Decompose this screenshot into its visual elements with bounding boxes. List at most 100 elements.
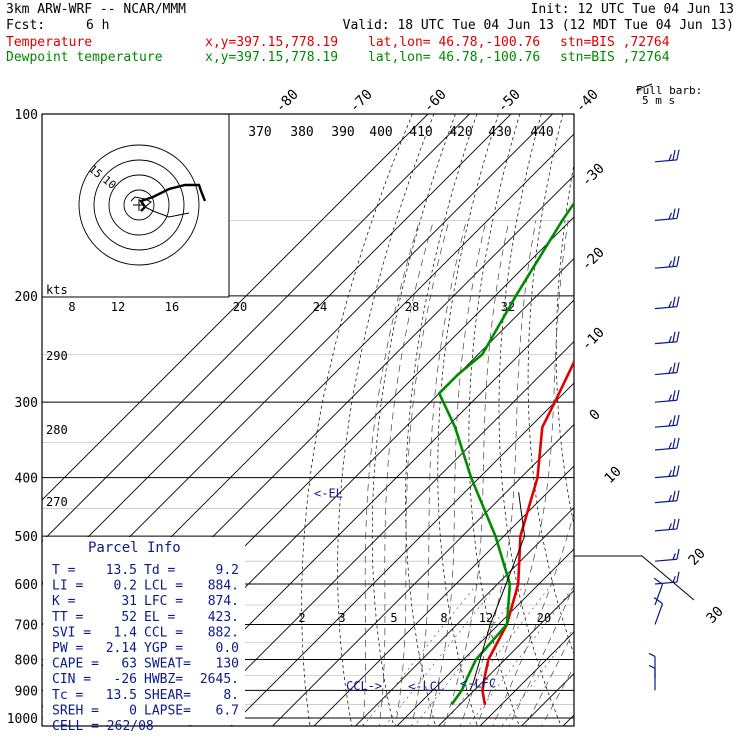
parcel-info-key: CAPE = (52, 657, 99, 672)
wind-barb-flag (672, 149, 676, 161)
pressure-label: 700 (15, 618, 38, 633)
barb-legend-unit: 5 m s (642, 94, 675, 107)
wind-barb-shaft (654, 603, 664, 625)
moist-adiabat (411, 220, 467, 726)
theta-label: 430 (488, 125, 511, 140)
wind-barb-flag (648, 652, 656, 657)
parcel-info-key: CCL = (144, 625, 183, 640)
dry-adiabat (498, 114, 562, 726)
parcel-info-value: 423. (208, 610, 239, 625)
isotherm-label: 20 (686, 546, 709, 569)
wind-barb-flag (676, 548, 680, 560)
parcel-info-value: 2.14 (106, 641, 137, 656)
dewpoint-legend-name: Dewpoint temperature (6, 50, 163, 65)
isotherm (42, 114, 512, 584)
theta-label: 400 (369, 125, 392, 140)
temperature-legend-name: Temperature (6, 35, 93, 50)
wind-barb-shaft (654, 306, 677, 310)
mixing-ratio-line (362, 583, 478, 726)
wind-barb-flag (668, 212, 672, 220)
wind-barb-flag (668, 154, 672, 161)
wind-barb-flag (672, 575, 676, 583)
wind-barb-shaft (654, 424, 677, 428)
theta-label: 390 (331, 125, 354, 140)
wind-barb-flag (672, 490, 676, 502)
wind-barb-shaft (654, 217, 677, 221)
parcel-info-key: HWBZ= (144, 672, 183, 687)
wind-barb-flag (668, 260, 672, 268)
wind-barb-flag (676, 414, 680, 426)
parcel-info-value: 8. (223, 688, 239, 703)
moist-adiabat (459, 220, 537, 726)
wind-barb-flag (648, 664, 656, 669)
mixing-ratio-line (501, 627, 574, 726)
moist-adiabat (362, 220, 420, 726)
isotherm-label: -30 (579, 161, 608, 190)
temperature-legend-xy: x,y=397.15,778.19 (205, 35, 339, 50)
wind-barb-flag (676, 389, 680, 401)
moist-adiabat (492, 511, 574, 726)
hodograph-speed-label: 16 (165, 300, 179, 314)
wind-barb-flag (668, 335, 672, 343)
parcel-info-key: K = (52, 594, 76, 609)
wind-barb-shaft (654, 372, 677, 376)
parcel-info-value: 31 (121, 594, 137, 609)
wind-barb-flag (672, 390, 676, 401)
parcel-info-value: 2645. (200, 672, 239, 687)
parcel-info-key: YGP = (144, 641, 183, 656)
forecast-label: Fcst: (6, 18, 46, 33)
dry-adiabat (405, 114, 478, 726)
dewpoint-profile (437, 201, 574, 706)
dry-adiabat (437, 114, 499, 726)
wind-barb-flag (676, 437, 680, 449)
pressure-label: 900 (15, 684, 38, 699)
parcel-info-key: T = (52, 563, 76, 578)
wind-barb-shaft (654, 584, 664, 606)
isotherm-label: -10 (579, 325, 608, 354)
wind-barb-flag (676, 255, 680, 267)
temperature-profile (481, 359, 574, 705)
hodograph-speed-label: 28 (405, 300, 419, 314)
hodograph-speed-label: 12 (111, 300, 125, 314)
hodograph-kts-label: kts (46, 283, 68, 297)
dry-adiabat (527, 114, 574, 656)
wind-barb-shaft (654, 399, 677, 403)
isotherm-label: -70 (347, 87, 376, 116)
isotherm (313, 465, 574, 726)
valid-time: Valid: 18 UTC Tue 04 Jun 13 (12 MDT Tue … (342, 18, 734, 33)
parcel-info-key: Tc = (52, 688, 83, 703)
isotherm-label: -50 (495, 87, 524, 116)
isotherm-label: 0 (587, 407, 604, 424)
theta-label: 420 (449, 125, 472, 140)
wind-barb-flag (653, 577, 663, 585)
mixing-ratio-line (442, 583, 553, 726)
wind-barb-shaft (654, 341, 677, 345)
pressure-label: 300 (15, 396, 38, 411)
wind-barb-shaft (654, 475, 677, 479)
mixing-ratio-label: 12 (479, 611, 493, 625)
parcel-info-value: 0 (129, 703, 137, 718)
plot-frame (41, 113, 575, 727)
wind-barb-flag (668, 442, 672, 450)
barb-legend-label: Full barb: (636, 84, 702, 97)
parcel-info-value: 130 (216, 657, 239, 672)
theta-label: 280 (46, 423, 68, 437)
parcel-info-value: -26 (114, 672, 137, 687)
isotherm (641, 114, 740, 731)
parcel-info-key: LFC = (144, 594, 183, 609)
wind-barb-flag (676, 296, 680, 307)
mixing-ratio-label: 20 (537, 611, 551, 625)
hodograph-speed-label: 8 (68, 300, 75, 314)
theta-label: 270 (46, 495, 68, 509)
model-title: 3km ARW-WRF -- NCAR/MMM (6, 2, 187, 17)
dry-adiabat (733, 114, 740, 731)
wind-barb-flag (672, 553, 676, 560)
hodograph-ring (93, 159, 185, 251)
wind-barb-flag (676, 208, 680, 219)
wind-barb-flag (668, 494, 672, 502)
parcel-info-value: 882. (208, 625, 239, 640)
level-annotation: CCL-> (346, 679, 382, 693)
isotherm-label: -20 (579, 245, 608, 274)
wind-boundary (574, 555, 695, 601)
isotherm (520, 672, 574, 726)
